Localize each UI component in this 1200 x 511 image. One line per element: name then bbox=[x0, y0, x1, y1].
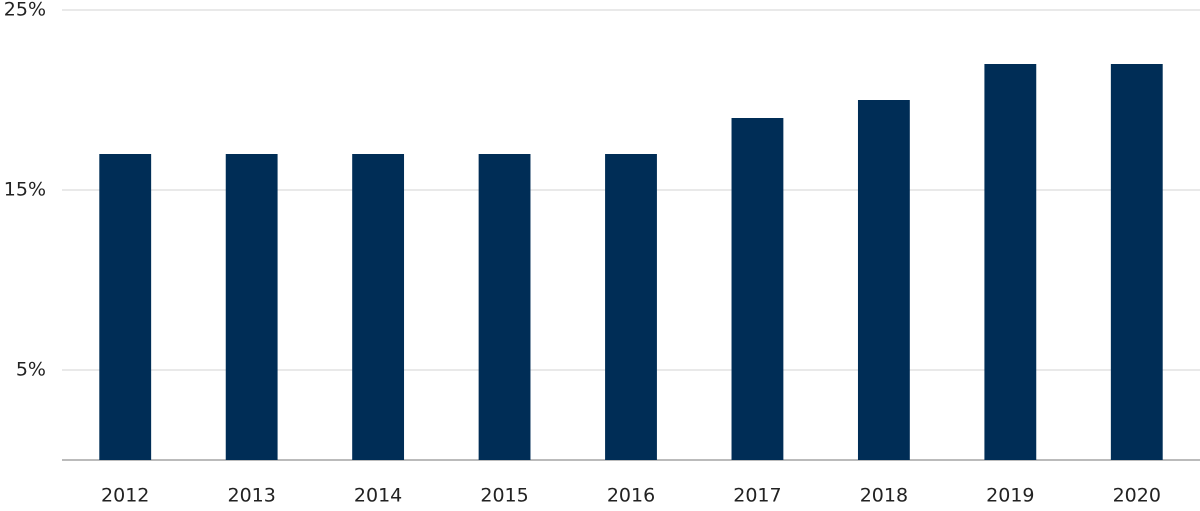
y-tick-label: 15% bbox=[4, 179, 46, 201]
bar bbox=[478, 154, 531, 460]
y-tick-label: 25% bbox=[4, 0, 46, 21]
x-tick-label: 2019 bbox=[986, 485, 1034, 507]
bar bbox=[984, 64, 1037, 460]
bar bbox=[731, 118, 784, 460]
bar bbox=[225, 154, 278, 460]
bar bbox=[99, 154, 152, 460]
x-tick-label: 2016 bbox=[607, 485, 655, 507]
x-tick-label: 2013 bbox=[227, 485, 275, 507]
x-tick-label: 2012 bbox=[101, 485, 149, 507]
bar bbox=[857, 100, 910, 460]
y-tick-label: 5% bbox=[16, 359, 46, 381]
bar bbox=[1110, 64, 1163, 460]
x-tick-label: 2015 bbox=[480, 485, 528, 507]
x-tick-label: 2017 bbox=[733, 485, 781, 507]
bar bbox=[352, 154, 405, 460]
bar bbox=[605, 154, 657, 460]
x-tick-label: 2014 bbox=[354, 485, 402, 507]
x-tick-label: 2020 bbox=[1113, 485, 1161, 507]
x-tick-label: 2018 bbox=[860, 485, 908, 507]
